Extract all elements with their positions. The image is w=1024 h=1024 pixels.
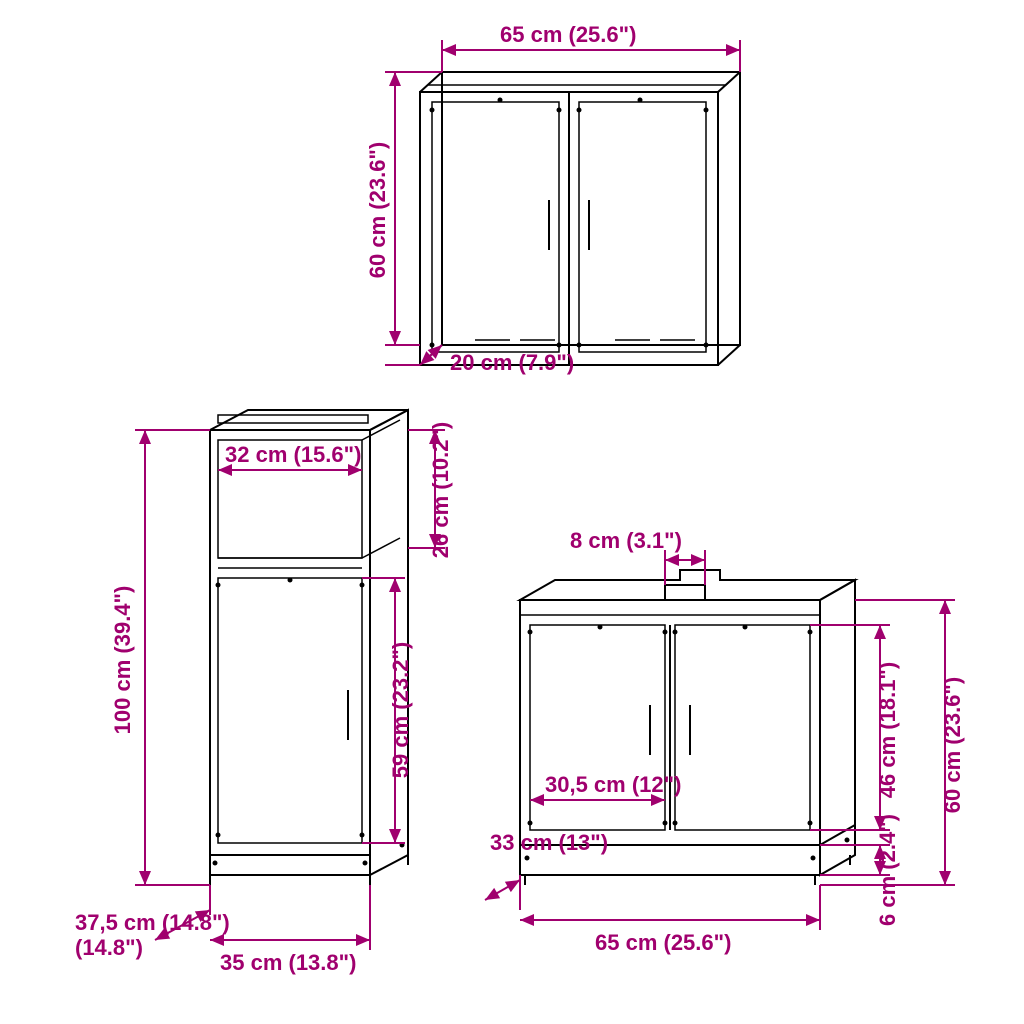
dim-top-height: 60 cm (23.6")	[365, 142, 390, 278]
furniture-diagram: 65 cm (25.6") 60 cm (23.6") 20 cm (7.9")	[0, 0, 1024, 1024]
tall-cabinet-dims: 100 cm (39.4") 32 cm (15.6") 26 cm (10.2…	[75, 422, 453, 975]
dim-tall-depth: 37,5 cm (14.8")	[75, 910, 230, 935]
dim-low-width: 65 cm (25.6")	[595, 930, 731, 955]
dim-top-depth: 20 cm (7.9")	[450, 350, 574, 375]
dim-top-width: 65 cm (25.6")	[500, 22, 636, 47]
dim-tall-shelf-h: 26 cm (10.2")	[428, 422, 453, 558]
dim-tall-width: 35 cm (13.8")	[220, 950, 356, 975]
low-cabinet-dims: 8 cm (3.1") 30,5 cm (12") 33 cm (13") 65…	[485, 528, 965, 955]
dim-low-notch: 8 cm (3.1")	[570, 528, 682, 553]
dim-low-gap: 6 cm (2.4")	[875, 814, 900, 926]
dim-tall-height: 100 cm (39.4")	[110, 586, 135, 735]
dim-low-door-h: 46 cm (18.1")	[875, 662, 900, 798]
dim-low-height: 60 cm (23.6")	[940, 677, 965, 813]
dim-tall-door-h: 59 cm (23.2")	[388, 642, 413, 778]
dim-low-door-w: 30,5 cm (12")	[545, 772, 681, 797]
dim-tall-shelf-w: 32 cm (15.6")	[225, 442, 361, 467]
top-cabinet	[420, 72, 740, 365]
dim-low-depth: 33 cm (13")	[490, 830, 608, 855]
svg-text:(14.8"): (14.8")	[75, 935, 143, 960]
top-cabinet-dims: 65 cm (25.6") 60 cm (23.6") 20 cm (7.9")	[365, 22, 740, 375]
tall-cabinet	[210, 410, 408, 885]
